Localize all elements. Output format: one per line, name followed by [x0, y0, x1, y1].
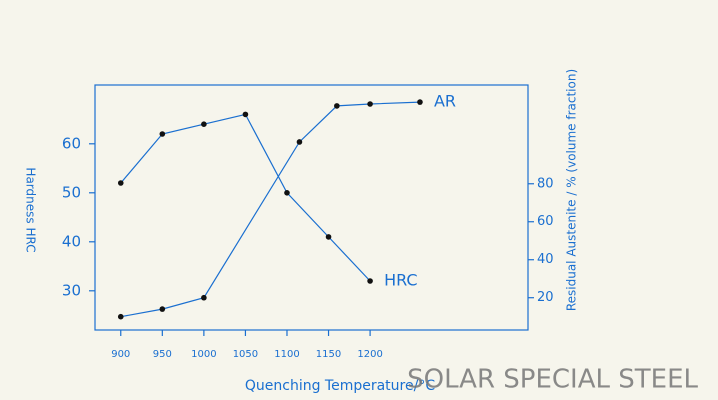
- data-point: [367, 101, 373, 107]
- x-tick-label: 900: [111, 349, 130, 360]
- data-point: [159, 131, 166, 137]
- series-label: HRC: [384, 271, 418, 290]
- x-tick-label: 950: [153, 349, 172, 360]
- y-axis-title: Hardness HRC: [24, 167, 38, 252]
- y-tick-label: 60: [62, 134, 81, 152]
- data-point: [296, 139, 303, 145]
- data-point: [325, 234, 332, 240]
- y-tick-label: 30: [62, 281, 81, 299]
- y2-tick-label: 20: [537, 290, 554, 305]
- x-axis-title: Quenching Temperature/°C: [245, 378, 435, 394]
- data-point: [117, 180, 124, 186]
- data-point: [284, 190, 290, 196]
- x-tick-label: 1050: [233, 349, 258, 360]
- x-tick-label: 1200: [357, 349, 382, 360]
- y-tick-label: 50: [62, 183, 81, 201]
- data-point: [417, 99, 423, 105]
- plot-frame: [94, 84, 529, 331]
- x-tick-label: 1150: [316, 349, 341, 360]
- series-label: AR: [434, 92, 456, 111]
- x-tick-label: 1100: [274, 349, 299, 360]
- y2-tick-label: 60: [537, 214, 554, 229]
- data-point: [367, 278, 373, 284]
- data-point: [117, 313, 124, 320]
- data-point: [159, 306, 166, 312]
- series-line: [120, 101, 420, 318]
- x-tick-label: 1000: [191, 349, 216, 360]
- data-point: [201, 121, 207, 127]
- data-point: [201, 294, 207, 301]
- data-point: [334, 103, 340, 109]
- series-line: [120, 113, 371, 282]
- data-point: [242, 111, 249, 118]
- y2-tick-label: 40: [537, 252, 554, 267]
- watermark: SOLAR SPECIAL STEEL: [407, 365, 698, 395]
- y2-tick-label: 80: [537, 176, 554, 191]
- y-tick-label: 40: [62, 232, 81, 250]
- y2-axis-title: Residual Austenite / % (volume fraction): [565, 69, 579, 311]
